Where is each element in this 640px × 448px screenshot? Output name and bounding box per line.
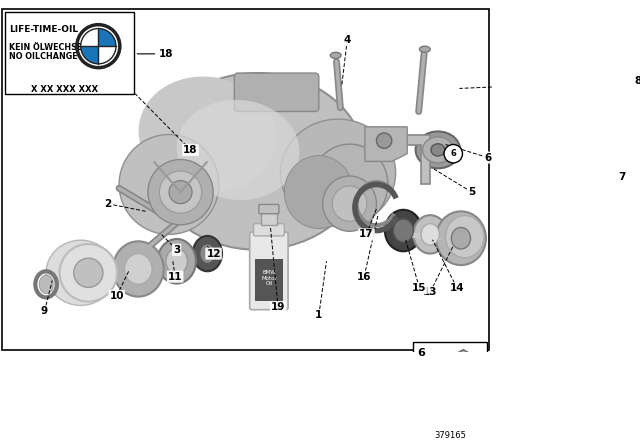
FancyBboxPatch shape	[1, 9, 490, 350]
Ellipse shape	[74, 258, 103, 288]
Text: 14: 14	[450, 283, 465, 293]
Text: 6: 6	[417, 348, 425, 358]
Text: X XX XXX XXX: X XX XXX XXX	[31, 86, 99, 95]
Ellipse shape	[200, 244, 215, 263]
Ellipse shape	[166, 248, 188, 274]
Ellipse shape	[421, 224, 440, 245]
FancyBboxPatch shape	[234, 73, 319, 112]
Text: 5: 5	[468, 187, 476, 197]
Ellipse shape	[323, 176, 376, 231]
Text: 4: 4	[344, 35, 351, 45]
Ellipse shape	[119, 134, 219, 234]
Text: 1: 1	[315, 310, 323, 320]
Text: 6: 6	[484, 153, 492, 163]
FancyBboxPatch shape	[261, 213, 276, 225]
Ellipse shape	[157, 239, 196, 284]
Text: 19: 19	[271, 302, 285, 312]
Ellipse shape	[113, 241, 164, 297]
Text: LIFE-TIME-OIL: LIFE-TIME-OIL	[9, 25, 78, 34]
Text: 9: 9	[41, 306, 48, 316]
Text: 2: 2	[104, 198, 111, 209]
Ellipse shape	[177, 100, 300, 200]
Text: 16: 16	[357, 271, 371, 282]
FancyBboxPatch shape	[253, 224, 284, 236]
Polygon shape	[419, 407, 481, 420]
Wedge shape	[81, 29, 99, 46]
Wedge shape	[99, 46, 116, 64]
Text: 10: 10	[109, 291, 124, 301]
Circle shape	[376, 133, 392, 148]
Ellipse shape	[330, 52, 341, 58]
Text: NO OILCHANGE: NO OILCHANGE	[9, 52, 78, 61]
Wedge shape	[99, 29, 116, 46]
Polygon shape	[365, 127, 407, 161]
Text: 11: 11	[168, 271, 182, 282]
Ellipse shape	[311, 144, 388, 225]
Ellipse shape	[150, 73, 365, 250]
Text: 7: 7	[619, 172, 626, 182]
Text: 18: 18	[159, 49, 173, 59]
Ellipse shape	[39, 275, 53, 293]
FancyBboxPatch shape	[255, 259, 283, 301]
Ellipse shape	[46, 240, 115, 306]
Circle shape	[444, 145, 463, 163]
Text: 17: 17	[359, 229, 374, 239]
Ellipse shape	[451, 228, 470, 249]
Ellipse shape	[332, 186, 367, 221]
Ellipse shape	[413, 215, 447, 254]
Ellipse shape	[124, 254, 152, 284]
Text: 6: 6	[451, 149, 456, 158]
FancyBboxPatch shape	[413, 342, 487, 426]
FancyBboxPatch shape	[4, 13, 134, 94]
Ellipse shape	[415, 131, 460, 168]
Text: 18: 18	[183, 145, 198, 155]
Ellipse shape	[139, 77, 276, 193]
Text: 13: 13	[423, 287, 438, 297]
FancyBboxPatch shape	[259, 204, 279, 214]
FancyBboxPatch shape	[250, 232, 288, 310]
Circle shape	[457, 358, 469, 370]
Wedge shape	[81, 46, 99, 64]
Ellipse shape	[419, 46, 430, 52]
Text: KEIN ÖLWECHSEL: KEIN ÖLWECHSEL	[9, 43, 88, 52]
Ellipse shape	[193, 236, 222, 271]
Ellipse shape	[422, 137, 453, 163]
Text: 3: 3	[173, 245, 180, 255]
Text: 379165: 379165	[435, 431, 466, 440]
Ellipse shape	[284, 155, 353, 228]
Ellipse shape	[60, 244, 117, 302]
Ellipse shape	[431, 144, 445, 156]
Ellipse shape	[394, 219, 413, 242]
Ellipse shape	[385, 210, 422, 251]
Ellipse shape	[445, 215, 484, 258]
Ellipse shape	[169, 181, 192, 204]
Ellipse shape	[159, 171, 202, 213]
Text: 8: 8	[634, 76, 640, 86]
Ellipse shape	[280, 119, 396, 227]
Polygon shape	[392, 134, 430, 185]
Text: BMW
Motor
Oil: BMW Motor Oil	[261, 270, 276, 286]
Ellipse shape	[436, 211, 486, 265]
Text: 12: 12	[206, 249, 221, 258]
Text: 15: 15	[412, 283, 427, 293]
Ellipse shape	[148, 159, 213, 225]
